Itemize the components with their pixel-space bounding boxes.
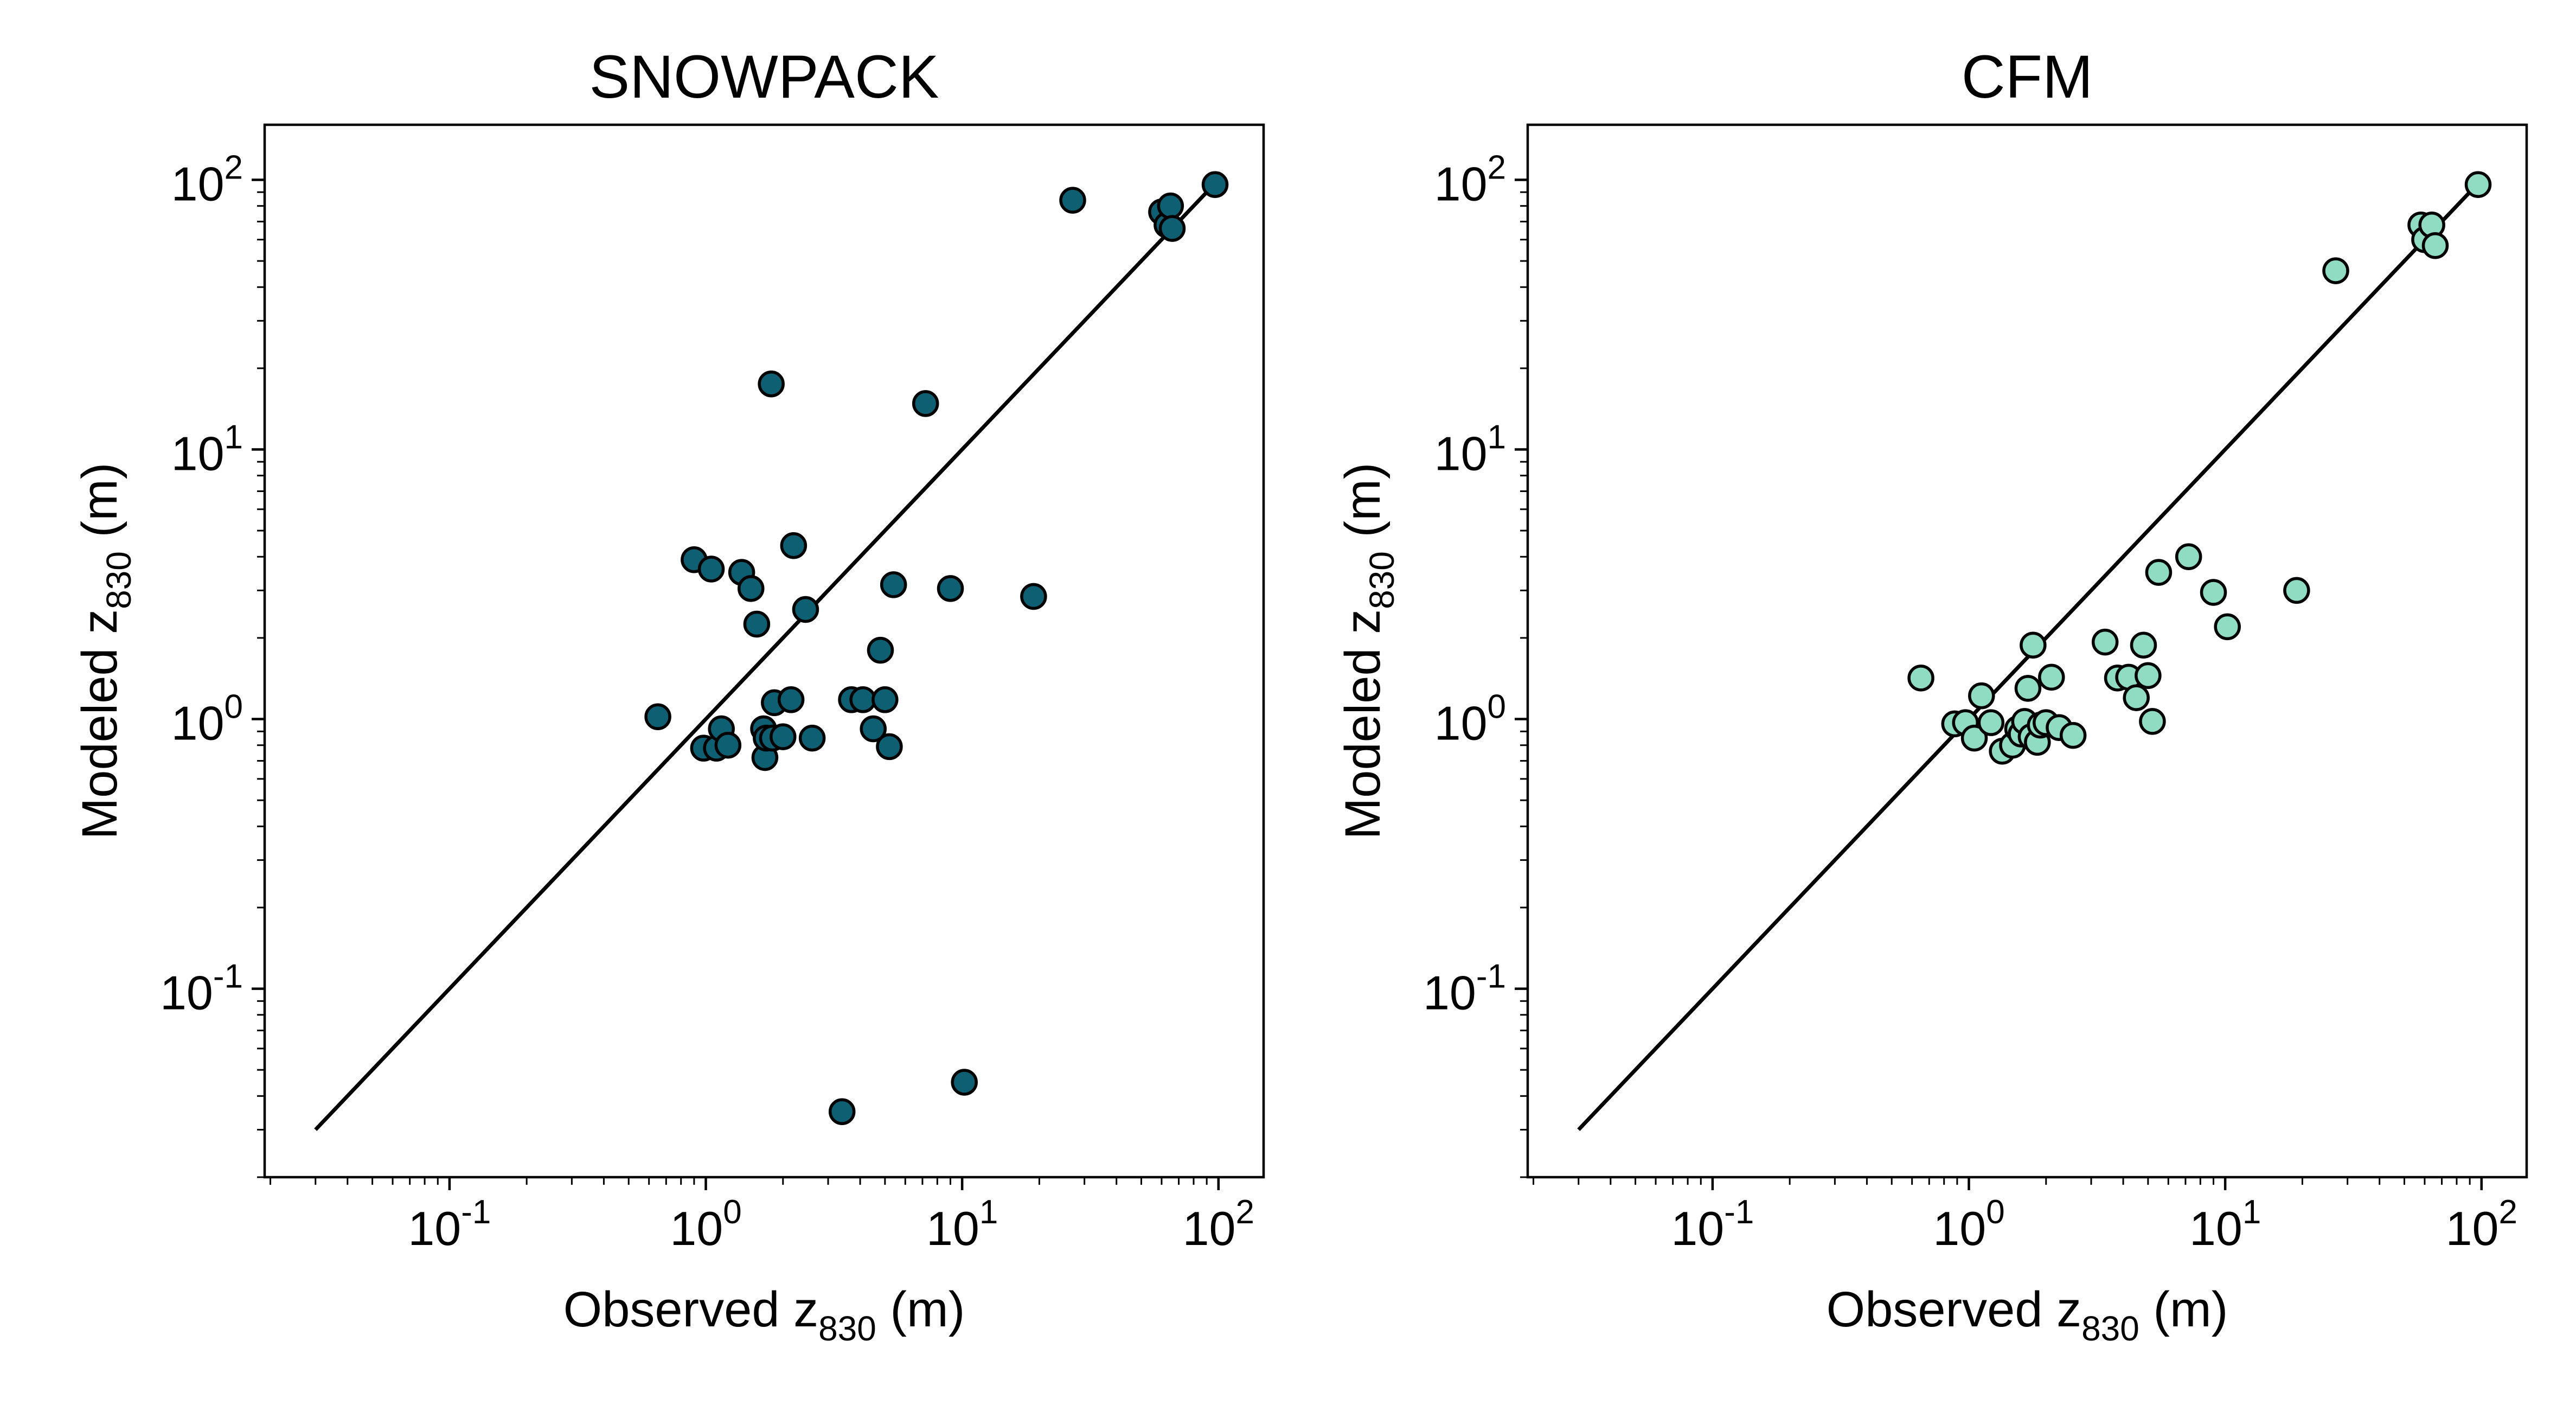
x-tick-label: 102	[1183, 1193, 1254, 1255]
data-point	[1907, 665, 1934, 692]
data-point	[1158, 215, 1186, 242]
data-point	[2130, 631, 2157, 659]
y-tick-label: 101	[171, 418, 243, 480]
data-point	[849, 686, 876, 713]
data-point	[1201, 171, 1229, 199]
data-point	[880, 571, 907, 598]
y-axis-label: Modeled z830 (m)	[72, 463, 138, 840]
data-point	[2214, 613, 2241, 641]
x-tick-label: 101	[2189, 1193, 2261, 1255]
y-tick-label: 10-1	[1423, 958, 1506, 1020]
snowpack-panel: SNOWPACK 10-1 100 101 102 10-1 100 101 102 Obse…	[72, 43, 1265, 1348]
data-point	[2464, 171, 2492, 199]
data-point	[2283, 577, 2310, 604]
data-point	[951, 1069, 978, 1096]
data-point	[2322, 257, 2349, 284]
data-point	[1960, 724, 1988, 752]
data-point	[2020, 631, 2047, 659]
data-point	[2123, 684, 2150, 711]
data-point	[872, 686, 899, 713]
data-point	[2091, 628, 2119, 656]
major-ticks	[252, 178, 1220, 1190]
x-tick-label: 100	[670, 1193, 741, 1255]
y-tick-label: 102	[171, 149, 243, 210]
y-tick-label: 10-1	[160, 958, 243, 1020]
data-point	[758, 370, 785, 398]
tick-labels: 10-1 100 101 102 10-1 100 101 102	[1423, 149, 2517, 1255]
data-point	[714, 731, 742, 759]
data-point	[2059, 721, 2087, 749]
x-axis-label: Observed z830 (m)	[1827, 1282, 2228, 1348]
tick-labels: 10-1 100 101 102 10-1 100 101 102	[160, 149, 1254, 1255]
y-axis-label: Modeled z830 (m)	[1335, 463, 1401, 840]
cfm-panel: CFM 10-1 100 101 102 10-1 100 101 102 Observed …	[1335, 43, 2528, 1348]
data-point	[2135, 662, 2162, 689]
data-point	[876, 733, 903, 761]
x-tick-label: 10-1	[408, 1193, 491, 1255]
data-point	[2200, 579, 2227, 606]
plot-frame	[1526, 123, 2528, 1179]
data-point	[770, 723, 797, 750]
x-tick-label: 101	[926, 1193, 998, 1255]
y-tick-label: 101	[1434, 418, 1506, 480]
data-point	[2038, 663, 2065, 691]
data-point	[1968, 682, 1995, 710]
data-points	[1907, 171, 2492, 765]
x-axis-label: Observed z830 (m)	[563, 1282, 965, 1348]
data-point	[644, 703, 671, 731]
data-point	[2014, 675, 2042, 702]
data-point	[2175, 543, 2202, 571]
x-tick-label: 10-1	[1671, 1193, 1754, 1255]
data-point	[2145, 559, 2173, 586]
data-point	[2421, 232, 2449, 259]
data-point	[2139, 708, 2166, 735]
data-point	[780, 532, 808, 559]
data-point	[737, 575, 765, 602]
data-point	[860, 715, 887, 743]
x-tick-label: 102	[2446, 1193, 2517, 1255]
data-point	[1020, 583, 1047, 610]
data-point	[777, 686, 805, 713]
y-tick-label: 100	[1434, 688, 1506, 750]
data-point	[697, 555, 725, 583]
y-tick-label: 100	[171, 688, 243, 750]
minor-ticks	[257, 191, 1208, 1185]
data-point	[798, 724, 826, 752]
data-point	[1059, 187, 1086, 214]
identity-line	[314, 182, 1217, 1131]
data-point	[743, 610, 771, 638]
chart-title: CFM	[1962, 43, 2093, 111]
y-tick-label: 102	[1434, 149, 1506, 210]
data-point	[1157, 192, 1184, 220]
data-points	[644, 171, 1229, 1125]
data-point	[1977, 709, 2005, 736]
data-point	[792, 596, 819, 623]
plot-frame	[263, 123, 1265, 1179]
data-point	[867, 636, 894, 664]
x-tick-label: 100	[1933, 1193, 2004, 1255]
data-point	[912, 390, 939, 417]
chart-title: SNOWPACK	[589, 43, 939, 111]
data-point	[937, 575, 964, 602]
data-point	[828, 1098, 856, 1125]
major-ticks	[1515, 178, 2483, 1190]
minor-ticks	[1520, 191, 2471, 1185]
